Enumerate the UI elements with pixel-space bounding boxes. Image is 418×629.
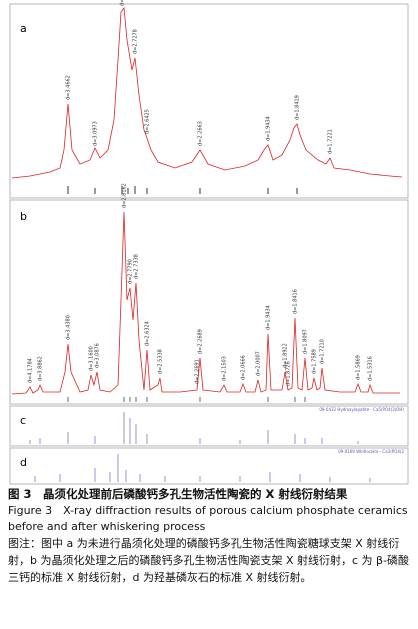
peak-label: d=1.5316 [368, 356, 374, 381]
peak-label: d=2.7790 [128, 259, 134, 284]
peak-label: d=2.2691 [195, 359, 201, 384]
peak-label: d=2.6324 [145, 321, 151, 346]
peak-label: d=1.9434 [266, 305, 272, 330]
panel-label: a [20, 22, 27, 35]
panel-label: c [20, 414, 26, 427]
caption-title-cn: 图 3 晶须化处理前后磷酸钙多孔生物活性陶瓷的 X 射线衍射结果 [8, 487, 348, 501]
xrd-curve-b [11, 211, 400, 395]
peak-label: d=2.7278 [133, 29, 139, 54]
reference-lines-d [34, 454, 371, 482]
peak-label: d=1.7589 [312, 349, 318, 374]
peak-label: d=3.0973 [93, 121, 99, 146]
peak-label: d=3.8862 [38, 356, 44, 381]
peak-label: d=3.4662 [66, 75, 72, 100]
caption: 图 3 晶须化处理前后磷酸钙多孔生物活性陶瓷的 X 射线衍射结果 Figure … [0, 486, 418, 586]
peak-labels-a: d=3.4662 d=3.0973 d=2.8098 d=2.7278 d=2.6425… [66, 0, 334, 154]
caption-note: 图注：图中 a 为未进行晶须化处理的磷酸钙多孔生物活性陶瓷糖球支架 X 射线衍射… [8, 537, 410, 584]
peak-label: d=2.6425 [145, 109, 151, 134]
panel-d-frame [9, 447, 409, 485]
xrd-figure: a b c d 09-0432 Hydroxylapatite - Ca5(PO… [9, 0, 409, 485]
peak-label: d=3.1600 [89, 346, 95, 371]
panel-c-frame [9, 405, 409, 447]
peak-label: d=2.5338 [158, 349, 164, 374]
peak-label: d=2.8162 [122, 183, 128, 208]
panel-a-frame [9, 3, 409, 199]
peak-label: d=1.8097 [303, 329, 309, 354]
peak-label: d=1.8419 [295, 95, 301, 120]
xrd-curve-a [11, 6, 403, 179]
peak-label: d=1.8416 [293, 289, 299, 314]
peak-label: d=1.8726 [286, 361, 292, 386]
reference-label: 09-0432 Hydroxylapatite - Ca5(PO4)3(OH) [319, 407, 404, 412]
peak-label: d=2.1503 [222, 356, 228, 381]
reference-label: 09-0169 Whitlockite - Ca3(PO4)2 [338, 449, 404, 454]
peak-label: d=2.2663 [198, 121, 204, 146]
reference-ticks-b [67, 397, 306, 402]
panel-label: b [20, 210, 27, 223]
peak-label: d=1.7221 [328, 129, 334, 154]
reference-lines-c [29, 412, 359, 444]
peak-label: d=3.0876 [95, 343, 101, 368]
peak-label: d=1.8922 [283, 343, 289, 368]
panel-label: d [20, 456, 27, 469]
peak-label: d=1.5869 [356, 355, 362, 380]
peak-label: d=2.2689 [198, 329, 204, 354]
peak-label: d=3.4380 [66, 315, 72, 340]
peak-labels-b: d=4.1784 d=3.8862 d=3.4380 d=3.1600 d=3.0876… [28, 183, 374, 386]
panel-b-frame [9, 199, 409, 405]
caption-title-en: Figure 3 X-ray diffraction results of po… [8, 504, 408, 533]
peak-label: d=1.9434 [266, 116, 272, 141]
peak-label: d=2.0007 [256, 351, 262, 376]
peak-label: d=1.7210 [320, 339, 326, 364]
reference-ticks-a [67, 186, 298, 194]
peak-label: d=2.8098 [120, 0, 126, 6]
peak-label: d=2.7338 [134, 254, 140, 279]
peak-label: d=2.0666 [241, 355, 247, 380]
peak-label: d=4.1784 [28, 358, 34, 383]
